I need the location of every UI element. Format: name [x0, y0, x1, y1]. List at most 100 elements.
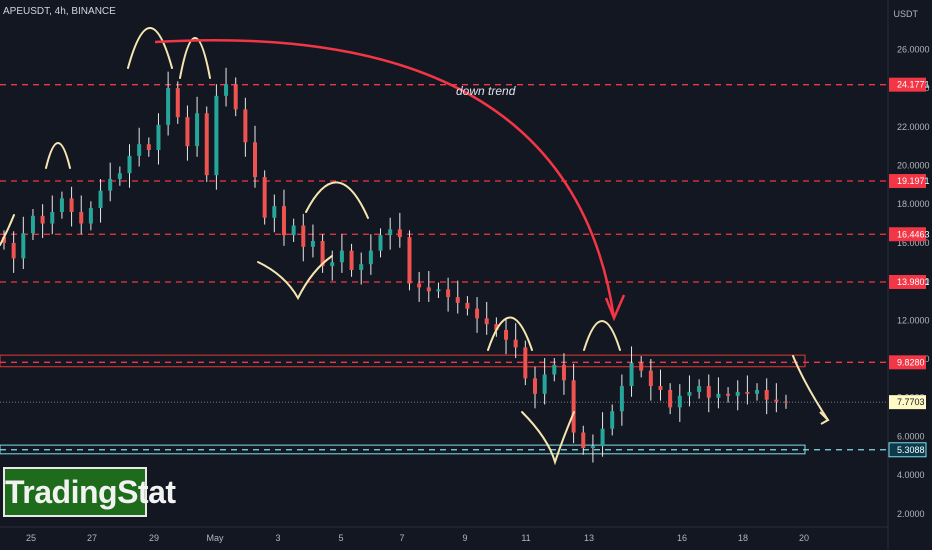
candle-body: [233, 84, 238, 110]
candle-body: [127, 155, 132, 174]
candle-body: [639, 362, 644, 371]
candle-body: [175, 88, 180, 118]
candles: [2, 67, 788, 463]
hand-drawn-stroke-6: [487, 316, 533, 351]
candle-body: [648, 370, 653, 387]
x-tick-label: 3: [275, 533, 280, 543]
candle: [455, 280, 460, 314]
level-price-label: 24.1771: [897, 80, 930, 90]
candle-body: [532, 378, 537, 394]
y-tick-label: 22.0000: [897, 122, 930, 132]
candle: [339, 234, 344, 273]
candle-body: [117, 173, 122, 180]
x-tick-label: 27: [87, 533, 97, 543]
candle-body: [513, 339, 518, 348]
candle: [726, 387, 731, 403]
candle: [629, 346, 634, 397]
hand-drawn-stroke-9: [792, 355, 829, 421]
candle: [552, 358, 557, 382]
horizontal-levels: [0, 84, 888, 451]
candle-body: [658, 386, 663, 390]
hand-drawn-stroke-0: [0, 214, 15, 246]
candle: [262, 170, 267, 225]
candle: [204, 106, 209, 182]
candle-body: [79, 211, 84, 224]
candle: [697, 379, 702, 399]
zones: [0, 354, 806, 455]
candle: [30, 209, 35, 240]
candle-body: [735, 391, 740, 396]
price-axis: 2.00004.00006.00008.000010.000012.000014…: [888, 44, 930, 519]
candle-body: [368, 250, 373, 265]
candle-body: [426, 287, 431, 292]
symbol-label: APEUSDT, 4h, BINANCE: [3, 6, 116, 17]
candle-body: [310, 240, 315, 247]
candle-body: [146, 144, 151, 151]
candle-body: [388, 229, 393, 236]
level-price-label: 13.9801: [897, 277, 930, 287]
candle-body: [339, 250, 344, 263]
candle-body: [687, 391, 692, 396]
candle-body: [291, 225, 296, 236]
candle-body: [98, 190, 103, 209]
candle: [571, 363, 576, 444]
candle: [127, 144, 132, 188]
candle: [706, 374, 711, 413]
candle-body: [204, 113, 209, 176]
y-tick-label: 16.0000: [897, 238, 930, 248]
candle-body: [417, 283, 422, 288]
candle: [484, 301, 489, 335]
zone-box-0: [0, 354, 806, 368]
candle: [108, 162, 113, 202]
candle-body: [446, 289, 451, 298]
level-price-label: 5.3088: [897, 445, 925, 455]
candle-body: [552, 364, 557, 375]
candle: [716, 377, 721, 409]
candle-body: [484, 318, 489, 325]
candle: [40, 204, 45, 239]
candle: [581, 425, 586, 455]
candle-body: [436, 289, 441, 292]
candle-body: [697, 386, 702, 392]
candle-body: [706, 386, 711, 398]
candle-body: [455, 297, 460, 303]
x-tick-label: 9: [462, 533, 467, 543]
candle: [117, 166, 122, 186]
candle-body: [214, 95, 219, 176]
trend-arrow: [154, 38, 616, 319]
candle: [50, 195, 55, 235]
candle: [590, 434, 595, 463]
candle: [320, 234, 325, 273]
x-tick-label: 18: [738, 533, 748, 543]
hand-drawn-stroke-8: [583, 320, 621, 351]
candle: [407, 230, 412, 291]
x-tick-label: 29: [149, 533, 159, 543]
candle-body: [504, 329, 509, 340]
candle-body: [407, 237, 412, 284]
candle-body: [349, 250, 354, 270]
candle: [504, 318, 509, 355]
candle-body: [378, 235, 383, 251]
candle-body: [359, 264, 364, 270]
level-price-label: 16.4463: [897, 229, 930, 239]
candle: [156, 113, 161, 165]
x-tick-label: 7: [399, 533, 404, 543]
candle-body: [30, 215, 35, 234]
candle-body: [69, 198, 74, 212]
candle-body: [40, 215, 45, 224]
time-axis: 25 27 29 May 3 5 7 9 11 13 16 18 20: [26, 533, 809, 543]
candle: [175, 81, 180, 124]
candle: [79, 195, 84, 235]
candle: [2, 230, 6, 250]
candle: [185, 105, 190, 161]
y-tick-label: 18.0000: [897, 199, 930, 209]
candle-body: [619, 386, 624, 412]
candle: [59, 191, 64, 219]
candle: [639, 356, 644, 378]
candle: [224, 67, 229, 107]
candle-body: [581, 432, 586, 449]
candle: [764, 378, 769, 415]
candle-body: [774, 399, 779, 402]
candle: [475, 297, 480, 333]
